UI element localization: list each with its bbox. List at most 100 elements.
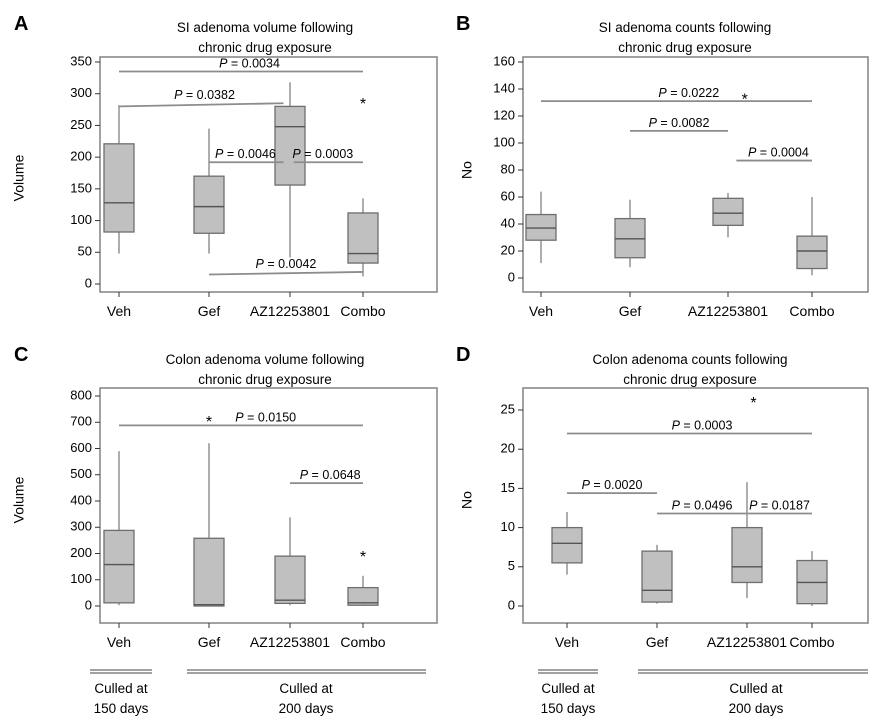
p-value-label: P = 0.0034 bbox=[219, 57, 280, 71]
chart-title-line: Colon adenoma counts following bbox=[592, 352, 787, 367]
plot-frame bbox=[99, 56, 438, 293]
box-iqr bbox=[274, 105, 306, 186]
chart-panel-c: C Colon adenoma volume following chronic d… bbox=[11, 344, 438, 650]
group-label-150-days: Culled at bbox=[541, 681, 595, 696]
p-value-label: P = 0.0496 bbox=[672, 498, 733, 512]
x-tick-label: Gef bbox=[198, 634, 221, 650]
p-value-label: P = 0.0187 bbox=[749, 498, 810, 512]
x-tick-label: Gef bbox=[619, 303, 642, 319]
chart-panel-d: D Colon adenoma counts following chronic d… bbox=[456, 344, 869, 650]
group-label-200-days: Culled at bbox=[279, 681, 333, 696]
significance-asterisk: * bbox=[206, 414, 212, 431]
y-axis-label: Volume bbox=[11, 154, 27, 201]
y-tick-label: 150 bbox=[70, 180, 92, 195]
p-value-label: P = 0.0020 bbox=[582, 478, 643, 492]
x-tick-label: Gef bbox=[198, 303, 221, 319]
p-value-label: P = 0.0004 bbox=[748, 146, 809, 160]
p-value-label: P = 0.0003 bbox=[292, 147, 353, 161]
y-tick-label: 120 bbox=[493, 107, 515, 122]
y-tick-label: 100 bbox=[70, 212, 92, 227]
y-tick-label: 600 bbox=[70, 440, 92, 455]
panel-label: A bbox=[14, 13, 28, 35]
p-value-label: P = 0.0382 bbox=[174, 88, 235, 102]
chart-title-line: chronic drug exposure bbox=[198, 40, 332, 55]
chart-title-line: SI adenoma volume following bbox=[177, 20, 353, 35]
y-axis-label: Volume bbox=[11, 476, 27, 523]
y-tick-label: 40 bbox=[501, 215, 515, 230]
p-value-label: P = 0.0003 bbox=[672, 419, 733, 433]
box-iqr bbox=[347, 212, 379, 264]
chart-title-line: chronic drug exposure bbox=[198, 372, 332, 387]
x-tick-label: AZ12253801 bbox=[707, 634, 787, 650]
chart-title-line: Colon adenoma volume following bbox=[166, 352, 365, 367]
box-gef bbox=[641, 544, 673, 604]
y-axis-label: No bbox=[459, 491, 475, 509]
box-combo bbox=[347, 198, 379, 277]
p-value-label: P = 0.0046 bbox=[215, 147, 276, 161]
y-tick-label: 700 bbox=[70, 414, 92, 429]
x-tick-label: AZ12253801 bbox=[250, 303, 330, 319]
significance-asterisk: * bbox=[742, 91, 748, 108]
box-iqr bbox=[193, 175, 225, 234]
plot-frame bbox=[522, 387, 869, 624]
y-tick-label: 200 bbox=[70, 545, 92, 560]
box-combo bbox=[347, 575, 379, 606]
x-tick-label: AZ12253801 bbox=[250, 634, 330, 650]
chart-title-line: chronic drug exposure bbox=[623, 372, 757, 387]
y-tick-label: 0 bbox=[508, 597, 515, 612]
x-tick-label: Veh bbox=[107, 634, 131, 650]
y-tick-label: 0 bbox=[508, 269, 515, 284]
panel-label: C bbox=[14, 344, 28, 366]
box-az12253801 bbox=[731, 482, 763, 599]
y-tick-label: 60 bbox=[501, 188, 515, 203]
box-iqr bbox=[347, 586, 379, 606]
p-value-label: P = 0.0082 bbox=[649, 116, 710, 130]
x-tick-label: Veh bbox=[555, 634, 579, 650]
group-label-200-days: 200 days bbox=[729, 701, 784, 716]
chart-panel-b: B SI adenoma counts following chronic drug… bbox=[456, 13, 869, 319]
significance-line bbox=[208, 271, 364, 276]
y-tick-label: 20 bbox=[501, 242, 515, 257]
group-label-150-days: 150 days bbox=[94, 701, 149, 716]
box-gef bbox=[193, 128, 225, 254]
box-veh bbox=[551, 511, 583, 575]
x-tick-label: Combo bbox=[340, 303, 385, 319]
y-tick-label: 300 bbox=[70, 85, 92, 100]
x-tick-label: Gef bbox=[646, 634, 669, 650]
box-az12253801 bbox=[274, 82, 306, 258]
y-tick-label: 300 bbox=[70, 519, 92, 534]
y-tick-label: 100 bbox=[70, 571, 92, 586]
box-gef bbox=[193, 443, 225, 607]
group-label-200-days: 200 days bbox=[279, 701, 334, 716]
y-tick-label: 5 bbox=[508, 558, 515, 573]
y-tick-label: 100 bbox=[493, 134, 515, 149]
x-tick-label: Combo bbox=[789, 634, 834, 650]
box-iqr bbox=[103, 529, 135, 604]
y-tick-label: 0 bbox=[85, 275, 92, 290]
p-value-label: P = 0.0648 bbox=[300, 468, 361, 482]
x-tick-label: Combo bbox=[789, 303, 834, 319]
significance-line bbox=[118, 102, 284, 108]
x-tick-label: Combo bbox=[340, 634, 385, 650]
group-label-200-days: Culled at bbox=[729, 681, 783, 696]
y-tick-label: 800 bbox=[70, 387, 92, 402]
x-tick-label: Veh bbox=[107, 303, 131, 319]
box-veh bbox=[103, 105, 135, 254]
box-iqr bbox=[193, 537, 225, 607]
chart-title-line: chronic drug exposure bbox=[618, 40, 752, 55]
box-iqr bbox=[731, 526, 763, 584]
y-tick-label: 20 bbox=[501, 441, 515, 456]
y-tick-label: 15 bbox=[501, 480, 515, 495]
box-az12253801 bbox=[274, 517, 306, 606]
box-iqr bbox=[551, 526, 583, 564]
y-axis-label: No bbox=[459, 161, 475, 179]
box-iqr bbox=[712, 197, 744, 227]
y-tick-label: 350 bbox=[70, 53, 92, 68]
y-tick-label: 0 bbox=[85, 597, 92, 612]
y-tick-label: 250 bbox=[70, 117, 92, 132]
y-tick-label: 160 bbox=[493, 53, 515, 68]
p-value-label: P = 0.0222 bbox=[658, 86, 719, 100]
chart-title-line: SI adenoma counts following bbox=[599, 20, 772, 35]
chart-panel-a: A SI adenoma volume following chronic drug… bbox=[11, 13, 438, 319]
box-iqr bbox=[641, 550, 673, 603]
